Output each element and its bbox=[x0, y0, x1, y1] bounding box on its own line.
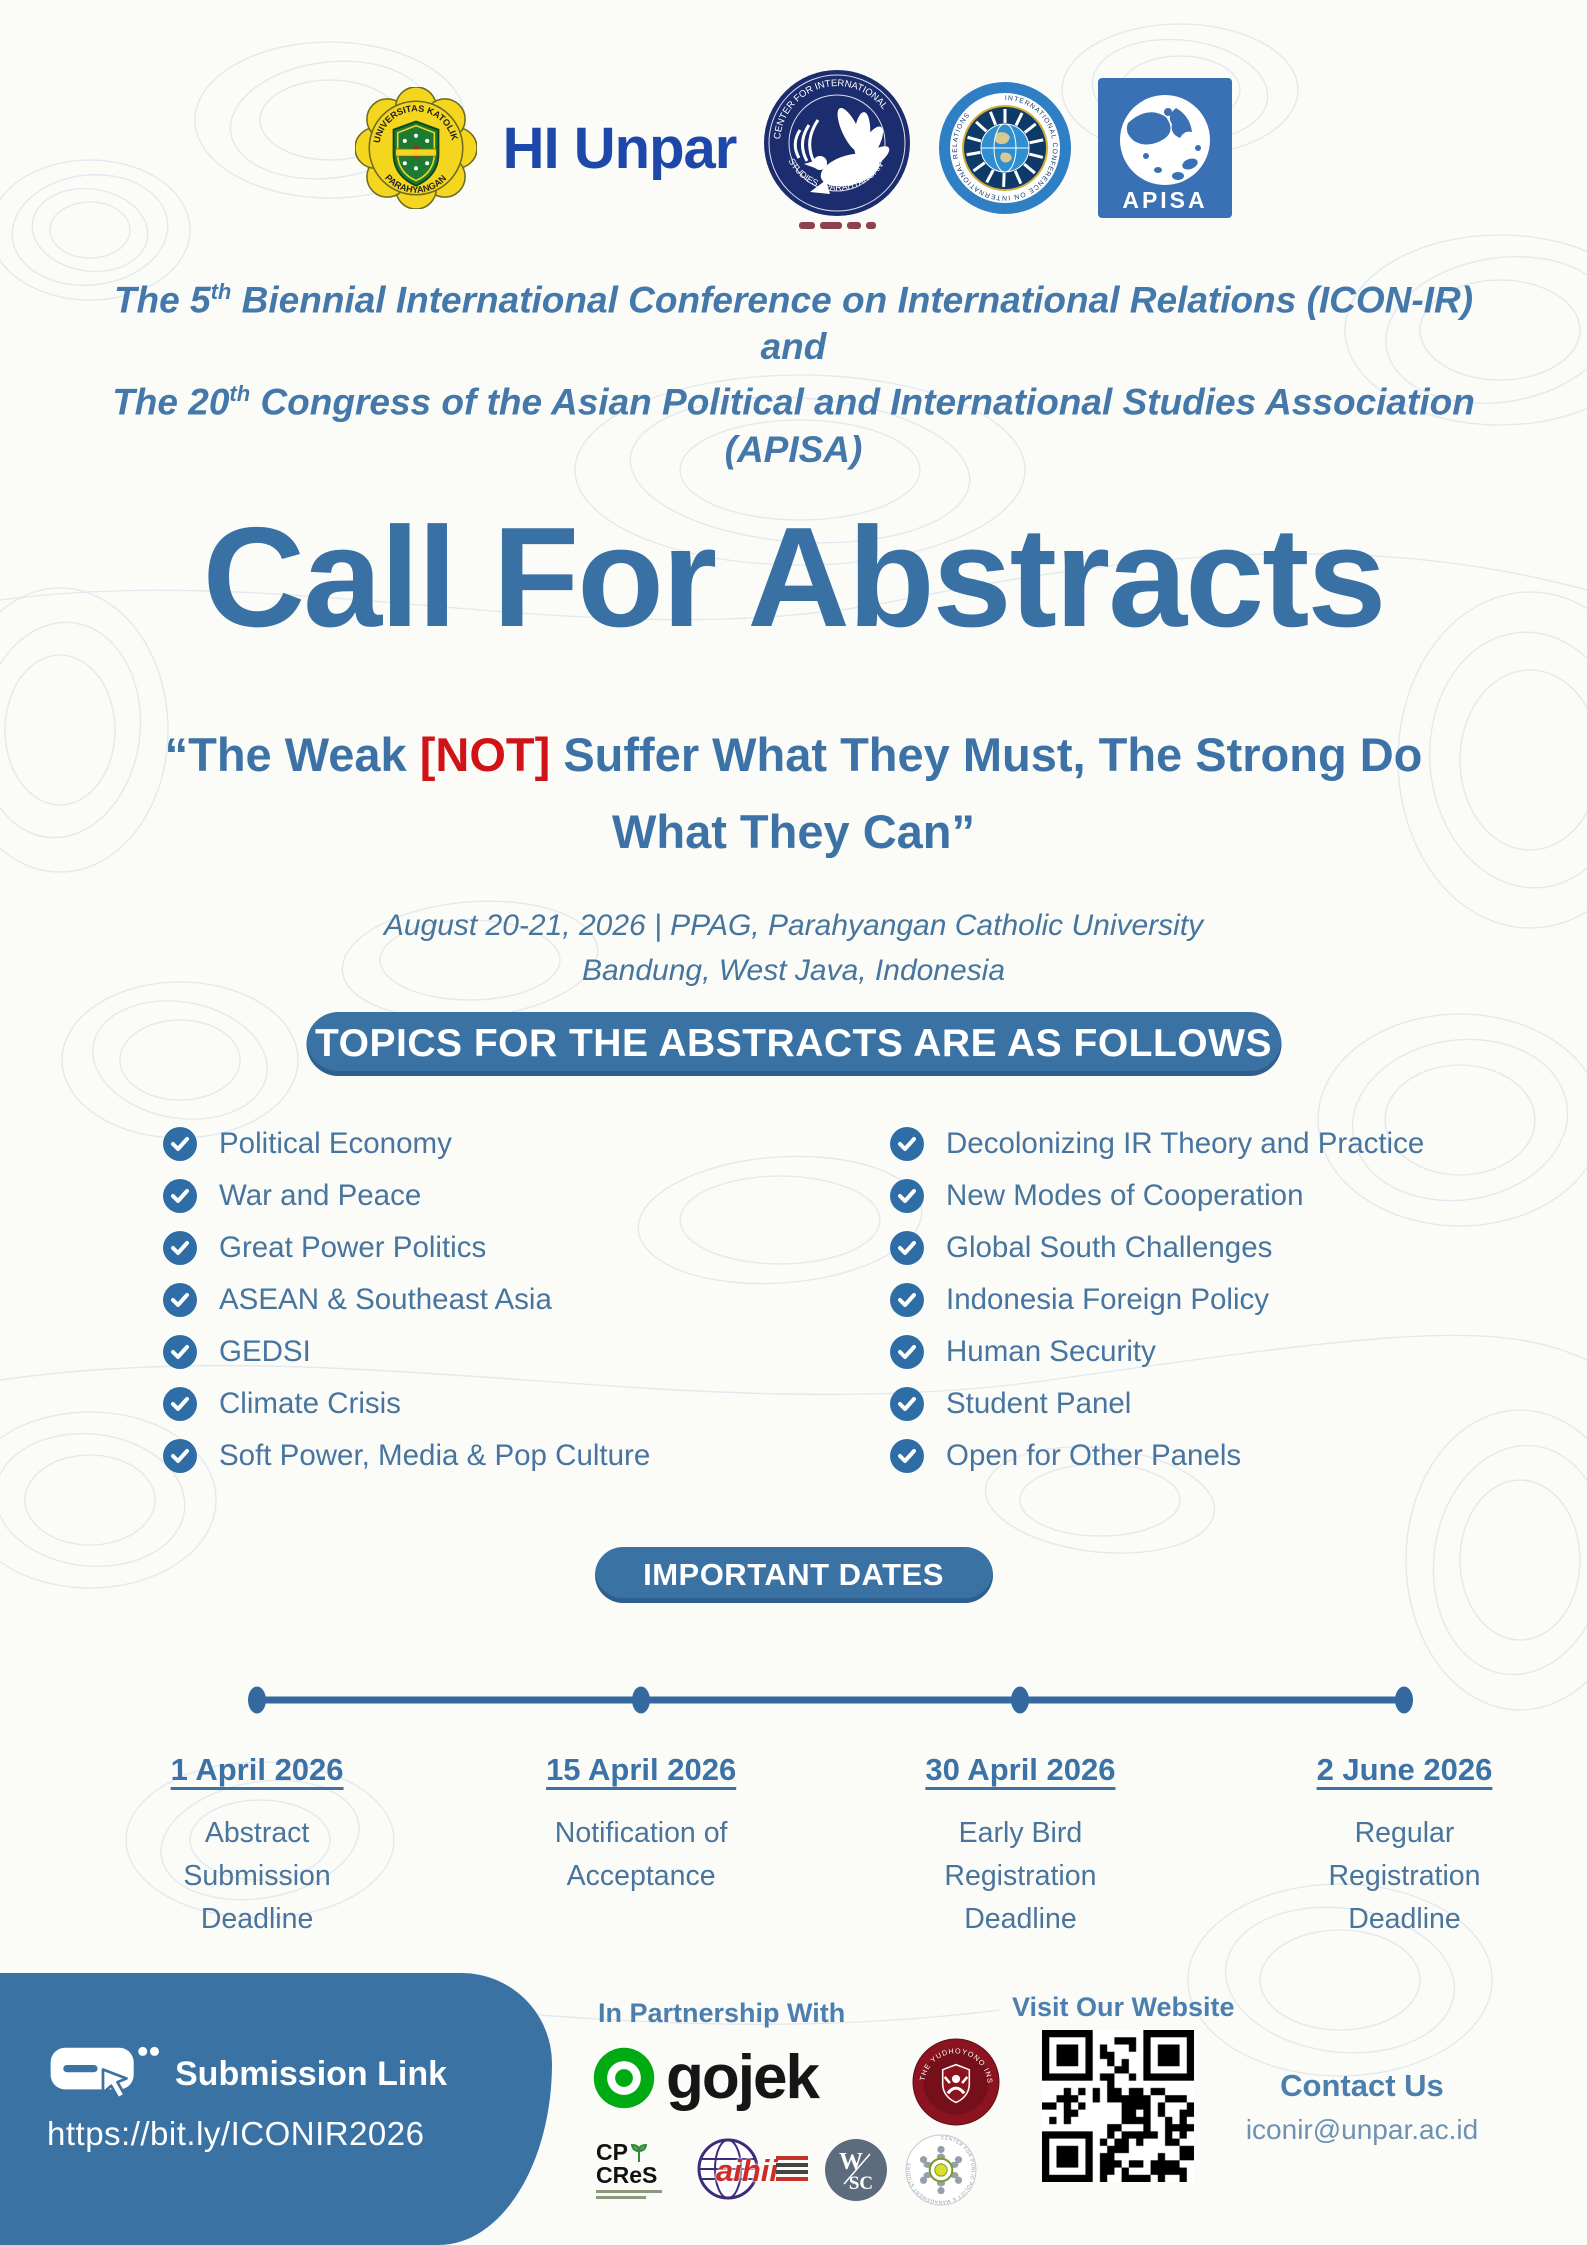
theme-quote: “The Weak [NOT] Suffer What They Must, T… bbox=[164, 728, 1423, 859]
partnership-heading: In Partnership With bbox=[598, 1998, 846, 2028]
svg-text:W: W bbox=[839, 2149, 863, 2175]
contact-block: Contact Us iconir@unpar.ac.id bbox=[1242, 2068, 1482, 2146]
topic-item: Human Security bbox=[890, 1326, 1424, 1378]
check-icon bbox=[163, 1439, 197, 1473]
gojek-wordmark: gojek bbox=[666, 2043, 820, 2112]
contact-heading: Contact Us bbox=[1280, 2068, 1444, 2103]
milestone-date: 15 April 2026 bbox=[546, 1752, 737, 1787]
date-milestone: 2 June 2026 Regular Registration Deadlin… bbox=[1274, 1752, 1534, 1940]
topic-item: Great Power Politics bbox=[163, 1222, 650, 1274]
timeline-dot bbox=[1395, 1686, 1414, 1714]
venue-line-1: August 20-21, 2026 | PPAG, Parahyangan C… bbox=[383, 909, 1204, 942]
svg-text:APISA: APISA bbox=[1123, 187, 1208, 213]
check-icon bbox=[890, 1387, 924, 1421]
submission-link-label: Submission Link bbox=[175, 2054, 448, 2093]
quote-not-highlight: [NOT] bbox=[419, 728, 551, 781]
topics-column-left: Political Economy War and Peace Great Po… bbox=[163, 1118, 650, 1482]
conference-heading: The 5th Biennial International Conferenc… bbox=[0, 268, 1587, 473]
iconir-globe-icon: INTERNATIONAL CONFERENCE ON INTERNATIONA… bbox=[939, 82, 1072, 214]
topic-item: War and Peace bbox=[163, 1170, 650, 1222]
timeline-line bbox=[257, 1696, 1405, 1704]
contact-email[interactable]: iconir@unpar.ac.id bbox=[1245, 2114, 1479, 2145]
check-icon bbox=[890, 1127, 924, 1161]
topic-item: Soft Power, Media & Pop Culture bbox=[163, 1430, 650, 1482]
date-milestone: 30 April 2026 Early Bird Registration De… bbox=[890, 1752, 1150, 1940]
cpcres-tree-icon bbox=[630, 2143, 648, 2162]
check-icon bbox=[890, 1179, 924, 1213]
topics-column-right: Decolonizing IR Theory and Practice New … bbox=[890, 1118, 1424, 1482]
topic-item: Decolonizing IR Theory and Practice bbox=[890, 1118, 1424, 1170]
check-icon bbox=[890, 1283, 924, 1317]
venue-info: August 20-21, 2026 | PPAG, Parahyangan C… bbox=[0, 903, 1587, 993]
topic-item: Open for Other Panels bbox=[890, 1430, 1424, 1482]
topic-item: Global South Challenges bbox=[890, 1222, 1424, 1274]
milestone-label: Regular Registration Deadline bbox=[1328, 1817, 1481, 1935]
conference-line-and: and bbox=[760, 326, 827, 368]
conference-line-2: The 20th Congress of the Asian Political… bbox=[112, 381, 1475, 423]
milestone-label: Notification of Acceptance bbox=[554, 1817, 728, 1892]
topics-banner: TOPICS FOR THE ABSTRACTS ARE AS FOLLOWS bbox=[306, 1012, 1281, 1076]
aihii-wordmark: aihii bbox=[716, 2153, 779, 2188]
timeline-dot bbox=[1011, 1686, 1030, 1714]
check-icon bbox=[890, 1335, 924, 1369]
apisa-logo-icon: APISA bbox=[1098, 78, 1233, 218]
venue-line-2: Bandung, West Java, Indonesia bbox=[581, 954, 1006, 987]
check-icon bbox=[163, 1335, 197, 1369]
cis-dove-icon: CENTER FOR INTERNATIONAL STUDIES · PARAH… bbox=[764, 69, 911, 216]
unpar-crest-icon: UNIVERSITAS KATOLIK PARAHYANGAN bbox=[354, 87, 477, 209]
website-heading: Visit Our Website bbox=[1012, 1992, 1235, 2022]
conference-line-1: The 5th Biennial International Conferenc… bbox=[113, 279, 1474, 321]
topic-item: Political Economy bbox=[163, 1118, 650, 1170]
timeline-dot bbox=[248, 1686, 267, 1714]
topic-item: Student Panel bbox=[890, 1378, 1424, 1430]
link-cursor-icon bbox=[50, 2046, 159, 2100]
check-icon bbox=[163, 1231, 197, 1265]
important-dates-banner: IMPORTANT DATES bbox=[594, 1547, 993, 1603]
logo-row: UNIVERSITAS KATOLIK PARAHYANGAN HI Unpar… bbox=[0, 58, 1587, 238]
partner-logos-row: CP CReS aihii W SC bbox=[596, 2128, 978, 2212]
date-milestone: 1 April 2026 Abstract Submission Deadlin… bbox=[127, 1752, 387, 1940]
yudhoyono-institute-logo: THE YUDHOYONO INSTITUTE bbox=[912, 2038, 1000, 2126]
conference-line-apisa: (APISA) bbox=[724, 428, 863, 470]
aihii-logo: aihii bbox=[696, 2137, 808, 2203]
cpcres-logo: CP CReS bbox=[596, 2141, 680, 2199]
topic-item: Climate Crisis bbox=[163, 1378, 650, 1430]
milestone-date: 1 April 2026 bbox=[170, 1752, 344, 1787]
aihii-globe-icon bbox=[697, 2138, 759, 2200]
svg-text:SC: SC bbox=[849, 2173, 873, 2194]
dates-timeline bbox=[0, 1676, 1587, 1724]
submission-url[interactable]: https://bit.ly/ICONIR2026 bbox=[47, 2115, 425, 2152]
date-milestone: 15 April 2026 Notification of Acceptance bbox=[511, 1752, 771, 1898]
cppms-logo: CENTER FOR PUBLIC POLICY & MANAGEMENT ST… bbox=[905, 2134, 977, 2206]
hi-unpar-wordmark: HI Unpar bbox=[502, 115, 738, 181]
wsc-logo: W SC bbox=[825, 2139, 887, 2201]
aihii-caption bbox=[776, 2153, 808, 2181]
page-title: Call For Abstracts bbox=[202, 498, 1387, 657]
milestone-date: 2 June 2026 bbox=[1316, 1752, 1493, 1787]
milestone-label: Abstract Submission Deadline bbox=[183, 1817, 331, 1935]
cis-logo-block: CENTER FOR INTERNATIONAL STUDIES · PARAH… bbox=[762, 68, 912, 229]
check-icon bbox=[890, 1231, 924, 1265]
topic-item: Indonesia Foreign Policy bbox=[890, 1274, 1424, 1326]
cis-motto-text bbox=[798, 221, 876, 229]
milestone-label: Early Bird Registration Deadline bbox=[944, 1817, 1097, 1935]
cpcres-caption bbox=[596, 2190, 680, 2199]
timeline-dot bbox=[632, 1686, 651, 1714]
milestone-date: 30 April 2026 bbox=[925, 1752, 1116, 1787]
topic-item: GEDSI bbox=[163, 1326, 650, 1378]
gojek-logo: gojek bbox=[592, 2042, 820, 2113]
topic-item: ASEAN & Southeast Asia bbox=[163, 1274, 650, 1326]
gojek-icon bbox=[593, 2047, 655, 2108]
check-icon bbox=[163, 1127, 197, 1161]
check-icon bbox=[163, 1283, 197, 1317]
topic-item: New Modes of Cooperation bbox=[890, 1170, 1424, 1222]
check-icon bbox=[890, 1439, 924, 1473]
check-icon bbox=[163, 1387, 197, 1421]
check-icon bbox=[163, 1179, 197, 1213]
submission-link-panel: Submission Link https://bit.ly/ICONIR202… bbox=[0, 1973, 552, 2245]
qr-code bbox=[1042, 2030, 1194, 2182]
